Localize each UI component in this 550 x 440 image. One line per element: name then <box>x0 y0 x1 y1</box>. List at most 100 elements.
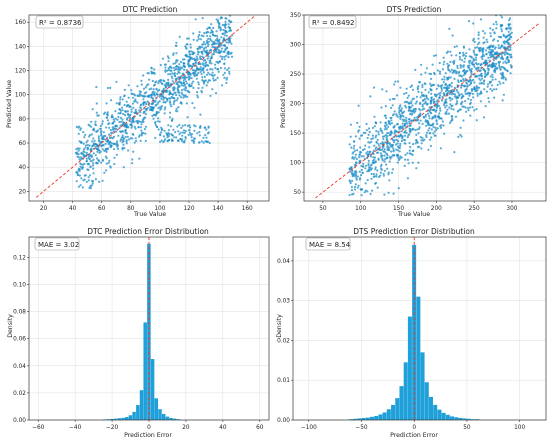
scatter-point <box>204 50 207 53</box>
scatter-point <box>397 80 400 83</box>
scatter-point <box>205 140 208 143</box>
scatter-point <box>472 96 475 99</box>
scatter-point <box>120 106 124 109</box>
scatter-point <box>200 91 203 94</box>
scatter-point <box>385 116 388 120</box>
scatter-point <box>214 63 217 66</box>
scatter-point <box>438 70 442 73</box>
scatter-point <box>437 92 440 95</box>
scatter-point <box>384 121 387 125</box>
scatter-point <box>225 34 228 37</box>
scatter-point <box>80 156 83 159</box>
scatter-point <box>469 79 472 82</box>
scatter-point <box>123 95 126 98</box>
scatter-point <box>507 30 510 33</box>
scatter-point <box>217 68 220 71</box>
scatter-point <box>198 141 201 144</box>
scatter-point <box>509 72 512 75</box>
scatter-point <box>223 11 225 13</box>
scatter-point <box>173 136 176 139</box>
scatter-point <box>175 136 178 139</box>
scatter-point <box>160 97 163 100</box>
scatter-point <box>108 142 111 145</box>
histogram-bar <box>416 296 421 420</box>
scatter-point <box>149 93 152 97</box>
histogram-bar <box>471 419 476 420</box>
scatter-point <box>221 5 223 7</box>
scatter-point <box>183 88 186 91</box>
scatter-point <box>219 66 222 70</box>
scatter-point <box>228 51 231 54</box>
scatter-point <box>429 144 432 148</box>
scatter-point <box>408 101 411 105</box>
scatter-point <box>374 160 377 163</box>
scatter-point <box>451 97 454 100</box>
scatter-point <box>218 51 221 55</box>
scatter-point <box>380 155 383 159</box>
scatter-point <box>172 62 175 65</box>
scatter-point <box>170 75 173 78</box>
scatter-point <box>114 117 117 120</box>
scatter-point <box>435 109 438 112</box>
scatter-point <box>412 149 415 152</box>
scatter-point <box>430 112 433 115</box>
scatter-point <box>460 86 463 89</box>
scatter-point <box>110 132 113 135</box>
identity-reference-line <box>315 23 539 199</box>
scatter-point <box>106 119 109 122</box>
scatter-point <box>465 82 469 85</box>
scatter-point <box>401 118 404 121</box>
scatter-point <box>204 43 207 46</box>
scatter-point <box>467 80 470 83</box>
histogram-bar <box>441 412 446 420</box>
scatter-point <box>353 188 357 191</box>
scatter-point <box>115 80 118 83</box>
scatter-point <box>449 60 452 64</box>
scatter-point <box>405 116 408 119</box>
scatter-point <box>167 67 170 70</box>
scatter-point <box>118 120 121 124</box>
scatter-point <box>415 133 418 136</box>
scatter-point <box>195 55 198 58</box>
scatter-point <box>141 94 144 98</box>
scatter-point <box>416 116 419 119</box>
scatter-point <box>419 112 422 115</box>
scatter-point <box>360 194 363 197</box>
scatter-point <box>169 125 172 128</box>
histogram-bar <box>143 322 147 420</box>
scatter-point <box>76 174 80 177</box>
scatter-point <box>504 78 507 81</box>
scatter-point <box>195 77 198 80</box>
scatter-point <box>427 91 430 94</box>
scatter-point <box>144 86 147 89</box>
scatter-point <box>417 132 420 135</box>
scatter-point <box>169 103 172 106</box>
scatter-point <box>462 65 465 68</box>
scatter-point <box>191 69 194 72</box>
scatter-point <box>192 140 195 143</box>
scatter-point <box>487 97 490 100</box>
scatter-point <box>120 136 123 139</box>
scatter-point <box>470 56 473 59</box>
scatter-point <box>140 134 143 137</box>
scatter-point <box>418 127 421 130</box>
scatter-point <box>414 102 417 105</box>
scatter-point <box>209 37 212 40</box>
scatter-point <box>502 93 505 96</box>
scatter-point <box>223 58 226 61</box>
scatter-point <box>207 71 210 74</box>
scatter-point <box>496 83 499 87</box>
scatter-point <box>375 121 378 125</box>
scatter-point <box>458 58 462 61</box>
scatter-point <box>370 172 373 176</box>
scatter-point <box>469 101 472 104</box>
scatter-point <box>175 60 178 63</box>
histogram-bar <box>161 413 166 420</box>
scatter-point <box>138 92 141 96</box>
scatter-point <box>436 69 439 72</box>
histogram-bar <box>378 414 383 420</box>
scatter-point <box>393 110 396 113</box>
y-axis-label: Density <box>276 314 283 338</box>
scatter-point <box>445 88 448 91</box>
scatter-point <box>357 184 360 187</box>
